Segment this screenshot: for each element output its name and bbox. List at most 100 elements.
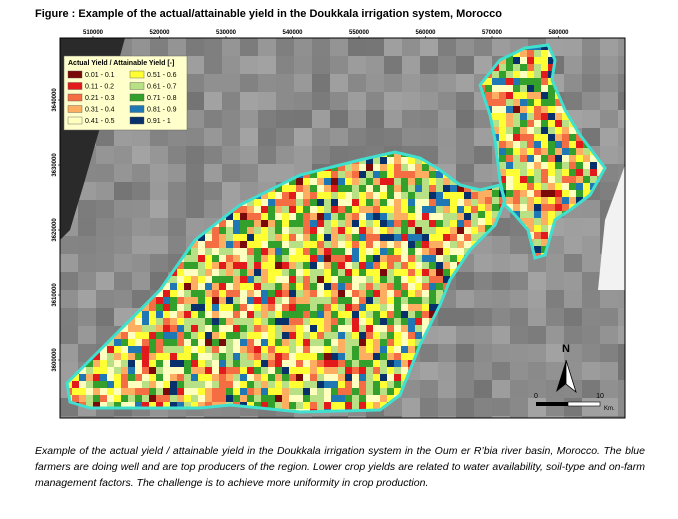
yield-cell [415,213,422,220]
yield-cell [352,171,359,178]
yield-cell [345,381,352,388]
yield-cell [324,206,331,213]
yield-cell [205,255,212,262]
yield-cell [170,395,177,402]
yield-cell [499,99,506,106]
terrain-patch [96,164,114,182]
yield-cell [366,318,373,325]
yield-cell [562,176,569,183]
yield-cell [499,120,506,127]
yield-cell [268,241,275,248]
yield-cell [303,206,310,213]
scale-label: 10 [596,393,604,400]
yield-cell [359,227,366,234]
yield-cell [471,206,478,213]
terrain-patch [186,200,204,218]
yield-cell [282,360,289,367]
yield-cell [310,192,317,199]
yield-cell [310,367,317,374]
yield-cell [548,85,555,92]
yield-cell [198,367,205,374]
terrain-patch [132,272,150,290]
yield-cell [289,255,296,262]
yield-cell [184,360,191,367]
terrain-patch [600,290,618,308]
yield-cell [86,381,93,388]
yield-cell [156,381,163,388]
terrain-patch [600,74,618,92]
yield-cell [219,367,226,374]
yield-cell [373,325,380,332]
yield-cell [303,241,310,248]
yield-cell [324,199,331,206]
yield-cell [352,248,359,255]
yield-cell [562,162,569,169]
yield-cell [359,241,366,248]
yield-cell [345,227,352,234]
yield-cell [254,367,261,374]
yield-cell [324,311,331,318]
yield-cell [275,388,282,395]
yield-cell [499,113,506,120]
yield-cell [198,381,205,388]
yield-cell [450,192,457,199]
terrain-patch [600,416,618,418]
terrain-patch [564,56,582,74]
yield-cell [170,388,177,395]
yield-cell [282,367,289,374]
yield-cell [324,353,331,360]
terrain-patch [330,416,348,418]
yield-cell [212,388,219,395]
yield-cell [177,346,184,353]
terrain-patch [402,380,420,398]
yield-cell [205,374,212,381]
yield-cell [415,276,422,283]
yield-cell [114,374,121,381]
yield-cell [408,206,415,213]
yield-cell [233,381,240,388]
yield-cell [457,220,464,227]
yield-cell [352,304,359,311]
yield-cell [387,381,394,388]
yield-cell [338,213,345,220]
yield-cell [576,148,583,155]
yield-cell [121,374,128,381]
yield-cell [93,381,100,388]
yield-cell [240,395,247,402]
yield-cell [366,339,373,346]
yield-cell [205,283,212,290]
yield-cell [464,192,471,199]
yield-cell [233,311,240,318]
yield-cell [310,381,317,388]
yield-cell [135,402,142,409]
yield-cell [121,381,128,388]
yield-cell [191,269,198,276]
terrain-patch [474,398,492,416]
yield-cell [380,311,387,318]
yield-cell [422,262,429,269]
yield-cell [450,199,457,206]
yield-cell [338,318,345,325]
terrain-patch [510,326,528,344]
yield-cell [359,360,366,367]
yield-cell [198,395,205,402]
yield-cell [163,346,170,353]
yield-cell [233,367,240,374]
yield-cell [86,374,93,381]
terrain-patch [510,272,528,290]
yield-cell [254,269,261,276]
terrain-patch [204,182,222,200]
terrain-patch [618,326,625,344]
yield-cell [366,402,373,409]
terrain-patch [330,56,348,74]
yield-cell [240,325,247,332]
yield-cell [352,276,359,283]
yield-cell [317,311,324,318]
yield-cell [338,262,345,269]
yield-cell [471,199,478,206]
yield-cell [191,367,198,374]
yield-cell [317,220,324,227]
yield-cell [499,176,506,183]
yield-cell [394,248,401,255]
yield-cell [415,304,422,311]
